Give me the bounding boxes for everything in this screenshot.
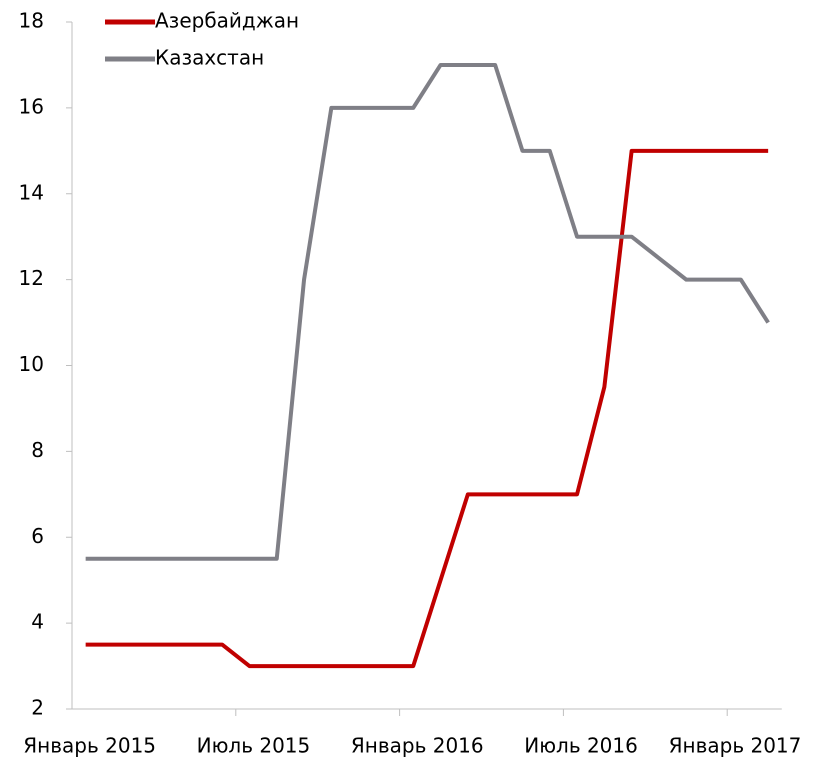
y-tick-label: 4	[31, 610, 44, 634]
x-tick-label: Январь 2016	[351, 734, 484, 758]
y-tick-label: 10	[19, 352, 44, 376]
y-tick-label: 16	[19, 94, 44, 118]
series-line	[85, 62, 770, 561]
y-tick-label: 8	[31, 438, 44, 462]
y-tick-label: 2	[31, 696, 44, 720]
x-tick-label: Январь 2015	[23, 734, 156, 758]
legend-label: Казахстан	[155, 46, 264, 70]
y-tick-label: 6	[31, 524, 44, 548]
y-tick-label: 12	[19, 266, 44, 290]
legend-label: Азербайджан	[155, 9, 299, 33]
x-tick-label: Июль 2016	[524, 734, 638, 758]
x-tick-label: Июль 2015	[197, 734, 311, 758]
y-tick-label: 18	[19, 9, 44, 33]
y-tick-label: 14	[19, 180, 44, 204]
series-line	[85, 148, 769, 669]
x-tick-label: Январь 2017	[669, 734, 802, 758]
